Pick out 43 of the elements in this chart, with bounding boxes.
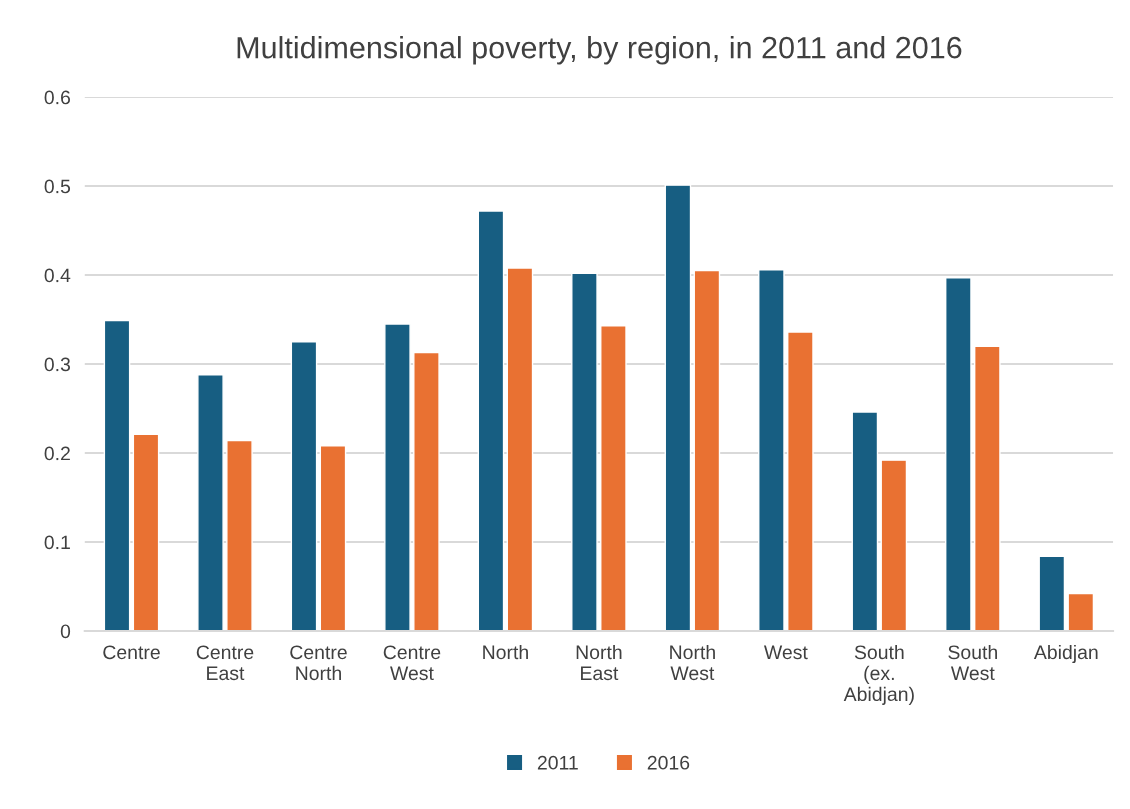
y-tick-label: 0.1 (44, 535, 70, 550)
y-tick-label: 0.5 (44, 179, 71, 194)
bar (197, 374, 224, 632)
x-tick-label: Centre (103, 645, 160, 660)
x-tick-label: North (483, 644, 528, 660)
bar (226, 439, 253, 632)
bar (758, 269, 785, 632)
legend-label: 2016 (647, 755, 690, 770)
bar (132, 433, 160, 632)
x-tick-label: North East (576, 644, 622, 681)
x-tick-label: Abidjan (1033, 644, 1098, 664)
bar (693, 269, 721, 632)
bar (664, 184, 692, 632)
y-tick-label: 0.3 (44, 357, 71, 372)
x-tick-label: West (763, 645, 808, 660)
x-tick-label: Centre East (196, 645, 254, 681)
bar (384, 323, 411, 632)
bar (571, 272, 598, 632)
bar (319, 445, 347, 632)
bar (851, 411, 879, 632)
bar (600, 325, 627, 632)
bar (290, 341, 318, 632)
bar (880, 459, 908, 632)
x-tick-label: North West (670, 644, 715, 681)
x-tick-label: South West (948, 644, 997, 681)
bar (1067, 592, 1095, 632)
bar (974, 345, 1001, 632)
x-tick-label: Centre West (383, 645, 441, 681)
bar (413, 351, 440, 632)
bar (787, 331, 814, 632)
x-tick-label: Centre North (290, 645, 347, 681)
chart-title: Multidimensional poverty, by region, in 2011 and 2016 (237, 36, 962, 65)
x-tick-label: South (ex. Abidjan) (843, 644, 914, 705)
y-tick-label: 0.2 (44, 446, 70, 461)
y-tick-label: 0 (60, 624, 71, 639)
bar (103, 319, 131, 632)
y-tick-label: 0.4 (44, 268, 71, 283)
bar (506, 267, 534, 632)
y-tick-label: 0.6 (44, 90, 71, 105)
bar (1038, 555, 1066, 632)
bar (945, 277, 972, 632)
legend-label: 2011 (537, 755, 578, 770)
bar (477, 210, 505, 632)
